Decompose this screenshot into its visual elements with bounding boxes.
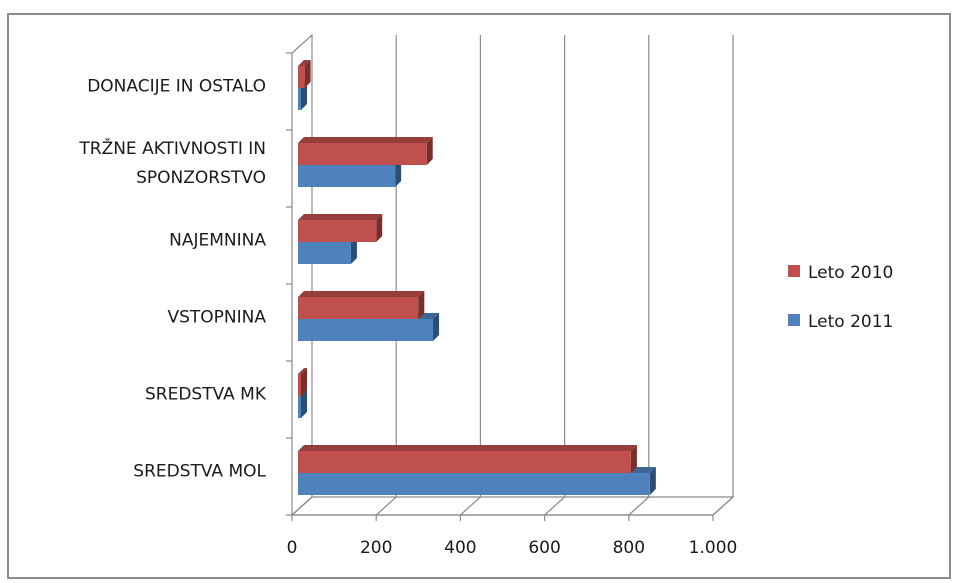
legend-label: Leto 2011 <box>808 312 893 332</box>
bar-end-face <box>301 82 307 110</box>
bar-leto-2010 <box>298 214 383 242</box>
bar-end-face <box>630 445 637 473</box>
bar-top-face <box>298 214 383 220</box>
bar-front-face <box>298 88 301 110</box>
bar-end-face <box>376 214 383 242</box>
plot-walls <box>290 33 735 517</box>
bar-end-face <box>350 236 357 264</box>
bar-end-face <box>301 390 307 418</box>
bar-front-face <box>298 143 427 165</box>
bar-leto-2010 <box>298 368 307 396</box>
category-label: TRŽNE AKTIVNOSTI IN <box>78 137 266 159</box>
bar-front-face <box>298 297 419 319</box>
category-label: DONACIJE IN OSTALO <box>87 77 266 97</box>
bar-top-face <box>298 60 311 66</box>
bar-leto-2010 <box>298 445 637 473</box>
bar-end-face <box>426 137 433 165</box>
bar-end-face <box>301 368 307 396</box>
bar-top-face <box>298 291 425 297</box>
bar-end-face <box>418 291 425 319</box>
bar-front-face <box>298 374 301 396</box>
category-label: NAJEMNINA <box>169 231 266 251</box>
bar-end-face <box>649 467 656 495</box>
floor-gridline <box>459 496 481 516</box>
legend: Leto 2010 Leto 2011 <box>788 263 893 332</box>
legend-swatch <box>788 314 800 326</box>
bar-end-face <box>304 60 311 88</box>
gridlines <box>291 35 734 516</box>
x-tick-label: 1.000 <box>689 538 738 558</box>
bar-end-face <box>433 313 440 341</box>
bar-leto-2010 <box>298 60 311 88</box>
x-tick-label: 600 <box>528 538 560 558</box>
x-tick-label: 800 <box>613 538 645 558</box>
bar-front-face <box>298 473 650 495</box>
category-label: VSTOPNINA <box>167 308 266 328</box>
floor-gridline <box>544 496 566 516</box>
legend-label: Leto 2010 <box>808 263 893 283</box>
category-labels: SREDSTVA MOL SREDSTVA MK VSTOPNINA NAJEMNIN… <box>78 77 266 482</box>
bar-front-face <box>298 165 396 187</box>
bar-front-face <box>298 220 377 242</box>
floor-gridline <box>712 496 734 516</box>
category-label: SPONZORSTVO <box>136 168 266 188</box>
bar-leto-2010 <box>298 291 425 319</box>
bar-front-face <box>298 396 301 418</box>
floor-gridline <box>291 496 313 516</box>
bar-top-face <box>298 368 307 374</box>
x-tick-label: 200 <box>360 538 392 558</box>
x-tick-labels: 0 200 400 600 800 1.000 <box>287 538 738 558</box>
bar-end-face <box>395 159 402 187</box>
bar-leto-2010 <box>298 137 433 165</box>
bar-top-face <box>298 445 637 451</box>
x-tick-label: 0 <box>287 538 298 558</box>
legend-swatch <box>788 265 800 277</box>
bar-front-face <box>298 451 631 473</box>
category-label: SREDSTVA MOL <box>133 462 266 482</box>
bar-front-face <box>298 66 305 88</box>
category-label: SREDSTVA MK <box>145 385 267 405</box>
axes <box>286 52 714 521</box>
bar-top-face <box>298 137 433 143</box>
floor <box>290 496 735 516</box>
bars <box>298 60 656 495</box>
bar-front-face <box>298 242 351 264</box>
floor-gridline <box>375 496 397 516</box>
floor-gridline <box>628 496 650 516</box>
x-tick-label: 400 <box>444 538 476 558</box>
bar-front-face <box>298 319 434 341</box>
